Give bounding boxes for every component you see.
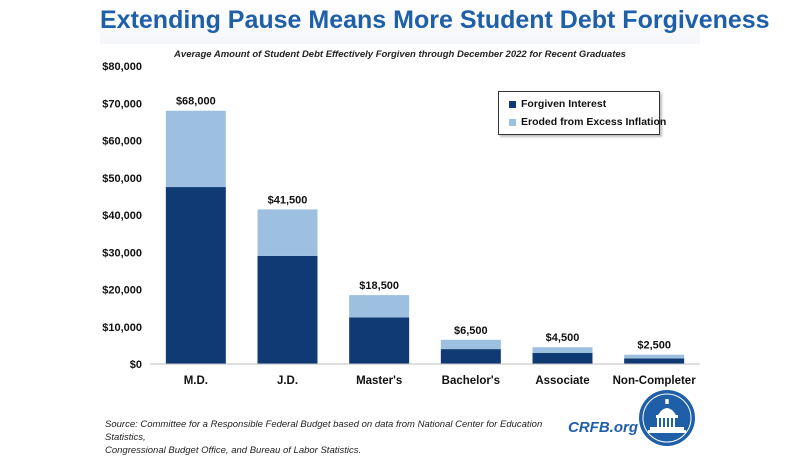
title-band [100,0,700,44]
bar-segment-forgiven-interest-bachelor-s [440,349,501,364]
crfb-link[interactable]: CRFB.org [568,419,638,436]
bar-segment-eroded-from-excess-inflation-associate [532,347,593,353]
total-label-bachelor-s: $6,500 [454,325,488,337]
x-tick-label-non-completer: Non-Completer [613,375,697,387]
total-label-master-s: $18,500 [359,280,399,292]
total-label-non-completer: $2,500 [637,340,671,352]
source-line-2: Congressional Budget Office, and Bureau … [105,445,362,456]
legend-label-forgiven-interest: Forgiven Interest [521,98,607,110]
y-tick-label: $0 [130,359,142,371]
bar-segment-forgiven-interest-associate [532,352,593,364]
total-label-associate: $4,500 [546,332,580,344]
legend-label-eroded-inflation: Eroded from Excess Inflation [521,116,667,128]
legend-item-forgiven-interest: Forgiven Interest [509,98,606,110]
bar-segment-eroded-from-excess-inflation-bachelor-s [440,339,501,350]
x-tick-label-bachelor-s: Bachelor's [442,375,500,387]
x-tick-label-associate: Associate [535,375,589,387]
y-tick-label: $30,000 [102,247,142,259]
source-note: Source: Committee for a Responsible Fede… [105,418,575,457]
y-tick-label: $10,000 [102,322,142,334]
total-label-j-d: $41,500 [268,194,308,206]
y-tick-label: $70,000 [102,98,142,110]
y-tick-label: $50,000 [102,173,142,185]
x-tick-label-m-d: M.D. [184,375,208,387]
y-tick-label: $20,000 [102,285,142,297]
y-tick-label: $40,000 [102,210,142,222]
bar-segment-forgiven-interest-master-s [349,317,410,364]
capitol-dome-seal-icon [639,390,695,446]
x-tick-label-j-d: J.D. [277,375,298,387]
total-label-m-d: $68,000 [176,96,216,108]
bar-segment-eroded-from-excess-inflation-m-d [165,110,226,188]
legend-item-eroded-inflation: Eroded from Excess Inflation [509,116,666,128]
bar-segment-eroded-from-excess-inflation-non-completer [624,354,685,359]
source-line-1: Source: Committee for a Responsible Fede… [105,419,543,443]
bar-segment-eroded-from-excess-inflation-j-d [257,209,318,256]
x-tick-label-master-s: Master's [356,375,402,387]
bar-segment-forgiven-interest-non-completer [624,358,685,364]
bar-segment-forgiven-interest-j-d [257,255,318,364]
legend-swatch-forgiven-interest [509,100,516,108]
y-tick-label: $60,000 [102,136,142,148]
legend-swatch-eroded-inflation [509,118,516,126]
bar-segment-eroded-from-excess-inflation-master-s [349,295,410,318]
chart-subtitle: Average Amount of Student Debt Effective… [174,49,626,60]
chart-title: Extending Pause Means More Student Debt … [100,6,770,34]
legend: Forgiven Interest Eroded from Excess Inf… [498,91,666,135]
bar-segment-forgiven-interest-m-d [165,187,226,364]
y-tick-label: $80,000 [102,61,142,73]
